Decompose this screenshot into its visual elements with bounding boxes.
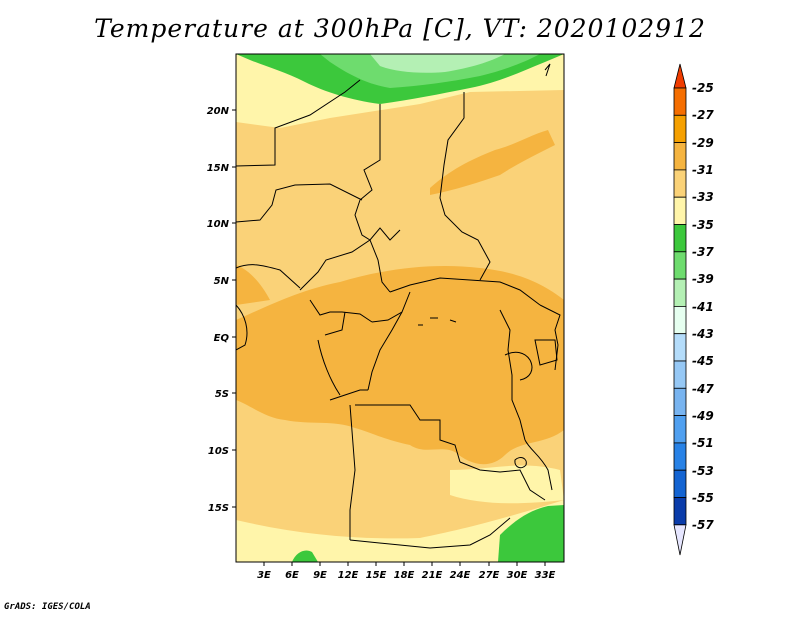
lat-label-eq: EQ [214,333,230,344]
legend-cap-top [673,63,687,89]
legend-label: -57 [692,518,714,532]
lon-label-30e: 30E [507,570,528,581]
lon-label-9e: 9E [313,570,327,581]
legend-box-29-27 [673,114,687,144]
lat-labels: 20N 15N 10N 5N EQ 5S 10S 15S [207,106,230,514]
legend-box-27-25 [673,87,687,116]
lat-label-5s: 5S [215,389,229,400]
legend-box-35-33 [673,196,687,225]
field-warm-west [236,265,270,305]
lat-label-10s: 10S [208,446,229,457]
legend-box-31-29 [673,142,687,171]
lat-label-15s: 15S [208,503,229,514]
field-warm-northeast [430,130,555,195]
lat-label-5n: 5N [214,276,230,287]
legend-label: -25 [692,81,714,95]
legend-label: -49 [692,409,714,423]
legend-box-41-39 [673,278,687,307]
legend-label: -31 [692,163,714,177]
chart-title: Temperature at 300hPa [C], VT: 202010291… [94,14,706,43]
legend-label: -41 [692,300,714,314]
legend-label: -53 [692,464,714,478]
legend-box-51-49 [673,415,687,444]
lon-label-21e: 21E [422,570,443,581]
legend-box-53-51 [673,442,687,471]
legend-label: -47 [692,382,714,396]
field-cold-north-3 [370,54,505,73]
legend-cap-bottom [673,524,687,556]
temperature-field [236,54,564,562]
field-warm-central [236,265,564,465]
map-frame [235,53,565,563]
legend-box-55-53 [673,469,687,498]
legend-label: -39 [692,272,714,286]
field-cold-southwest [292,550,318,562]
lat-ticks [232,109,236,508]
legend-label: -27 [692,108,714,122]
lat-label-10n: 10N [207,219,230,230]
legend-label: -45 [692,354,714,368]
legend-box-45-43 [673,333,687,362]
legend-label: -37 [692,245,714,259]
legend-box-37-35 [673,224,687,253]
legend-label: -33 [692,190,714,204]
lon-label-18e: 18E [394,570,415,581]
legend-box-33-31 [673,169,687,198]
legend-box-43-41 [673,305,687,335]
lat-label-20n: 20N [207,106,230,117]
lon-label-3e: 3E [257,570,271,581]
legend-box-49-47 [673,387,687,416]
country-borders [236,63,561,549]
color-legend [673,63,687,556]
legend-label: -55 [692,491,714,505]
lon-label-27e: 27E [479,570,500,581]
lon-label-15e: 15E [366,570,387,581]
legend-label: -43 [692,327,714,341]
lon-label-12e: 12E [338,570,359,581]
lon-label-33e: 33E [535,570,556,581]
grads-credit: GrADS: IGES/COLA [4,602,91,612]
lat-label-15n: 15N [207,163,230,174]
field-pale-south [236,500,564,562]
lon-ticks [263,562,546,566]
lon-label-24e: 24E [450,570,471,581]
legend-label: -51 [692,436,714,450]
legend-box-57-55 [673,497,687,526]
legend-label: -35 [692,218,714,232]
legend-label: -29 [692,136,714,150]
legend-box-39-37 [673,251,687,280]
legend-labels: -25 -27 -29 -31 -33 -35 -37 -39 -41 -43 … [692,81,714,532]
lon-labels: 3E 6E 9E 12E 15E 18E 21E 24E 27E 30E 33E [257,570,555,581]
field-cold-southeast [498,505,564,562]
legend-box-47-45 [673,360,687,389]
lon-label-6e: 6E [285,570,299,581]
